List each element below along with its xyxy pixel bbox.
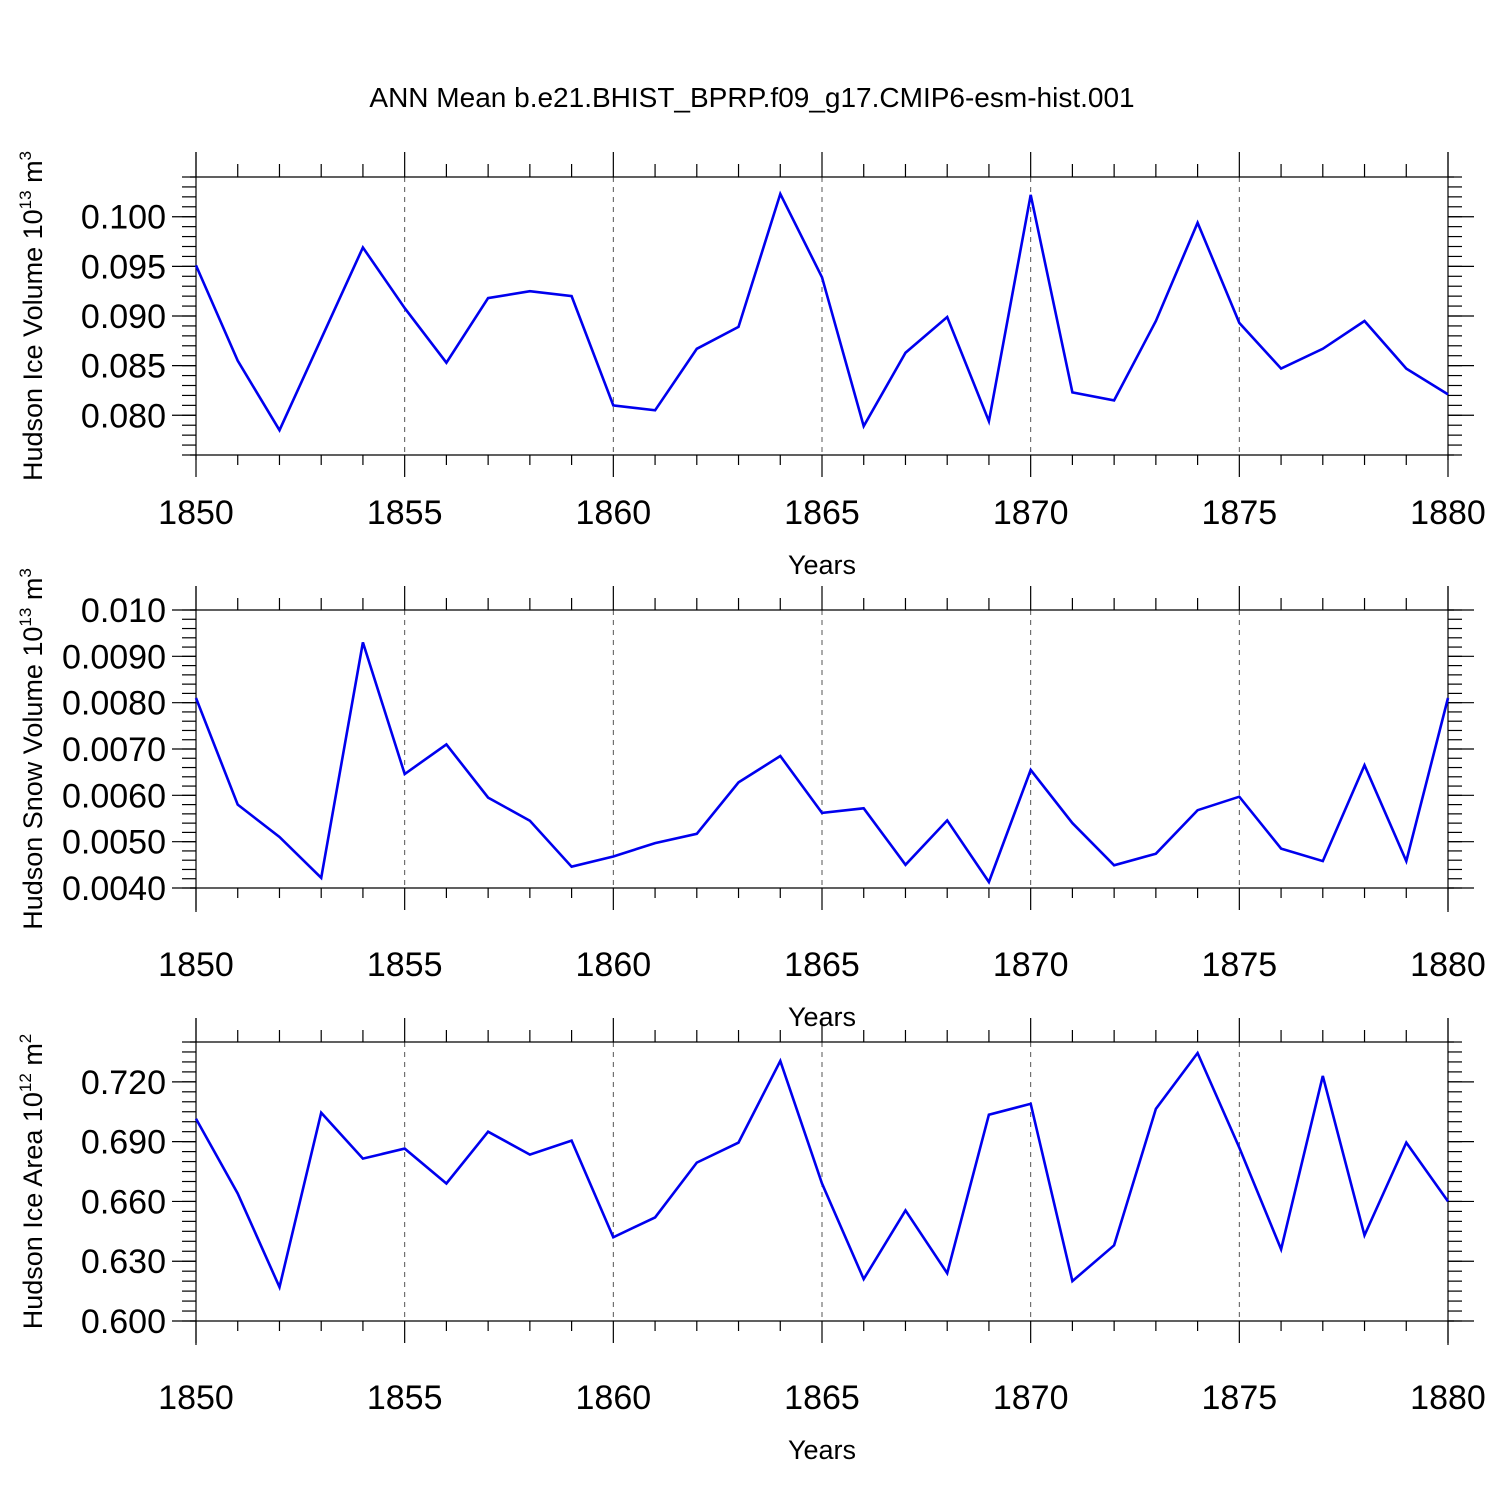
series-line-ice-area xyxy=(194,1050,1450,1292)
y-tick-label: 0.0090 xyxy=(62,638,166,676)
panel-ice-area: 1850 1855 1860 1865 1870 1875 1880 Years 0.600 0.… xyxy=(16,1018,1486,1465)
y-axis-label: Hudson Ice Volume 1013 m3 xyxy=(16,151,48,481)
x-tick-label: 1855 xyxy=(367,946,443,984)
y-tick-label: 0.660 xyxy=(81,1183,166,1221)
x-tick-label: 1875 xyxy=(1202,494,1278,532)
y-tick-label: 0.080 xyxy=(81,397,166,435)
x-tick-label: 1855 xyxy=(367,494,443,532)
x-tick-label: 1880 xyxy=(1410,1379,1486,1417)
y-axis-label: Hudson Snow Volume 1013 m3 xyxy=(16,568,48,930)
x-tick-label: 1860 xyxy=(576,946,652,984)
series-line-ice-volume xyxy=(194,190,1449,433)
panels: 1850 1855 1860 1865 1870 1875 1880 Years 0.080 0.… xyxy=(16,151,1486,1465)
y-tick-label: 0.0070 xyxy=(62,731,166,769)
figure-title: ANN Mean b.e21.BHIST_BPRP.f09_g17.CMIP6-… xyxy=(369,82,1134,113)
y-tick-label: 0.090 xyxy=(81,298,166,336)
y-tick-label: 0.085 xyxy=(81,348,166,386)
y-tick-label: 0.095 xyxy=(81,248,166,286)
x-tick-label: 1850 xyxy=(158,946,234,984)
x-tick-label: 1850 xyxy=(158,494,234,532)
y-tick-label: 0.720 xyxy=(81,1064,166,1102)
y-axis-label: Hudson Ice Area 1012 m2 xyxy=(16,1034,48,1330)
x-tick-label: 1880 xyxy=(1410,494,1486,532)
x-axis-label: Years xyxy=(788,1435,856,1465)
x-axis-label: Years xyxy=(788,550,856,580)
x-tick-label: 1865 xyxy=(784,946,860,984)
y-tick-label: 0.0050 xyxy=(62,824,166,862)
x-tick-label: 1865 xyxy=(784,494,860,532)
y-tick-label: 0.100 xyxy=(81,199,166,237)
y-tick-label: 0.0080 xyxy=(62,685,166,723)
x-tick-label: 1875 xyxy=(1202,946,1278,984)
x-tick-label: 1870 xyxy=(993,494,1069,532)
x-tick-label: 1860 xyxy=(576,1379,652,1417)
x-tick-label: 1870 xyxy=(993,1379,1069,1417)
y-tick-label: 0.0040 xyxy=(62,870,166,908)
y-tick-label: 0.0060 xyxy=(62,777,166,815)
y-tick-label: 0.600 xyxy=(81,1303,166,1341)
x-tick-label: 1880 xyxy=(1410,946,1486,984)
x-tick-label: 1865 xyxy=(784,1379,860,1417)
y-tick-label: 0.010 xyxy=(81,592,166,630)
series-line-snow-volume xyxy=(194,642,1450,885)
x-tick-label: 1860 xyxy=(576,494,652,532)
y-tick-label: 0.630 xyxy=(81,1243,166,1281)
x-tick-label: 1855 xyxy=(367,1379,443,1417)
x-tick-label: 1850 xyxy=(158,1379,234,1417)
panel-snow-volume: 1850 1855 1860 1865 1870 1875 1880Years0.00400… xyxy=(16,568,1486,1032)
x-tick-label: 1875 xyxy=(1202,1379,1278,1417)
panel-ice-volume: 1850 1855 1860 1865 1870 1875 1880 Years 0.080 0.… xyxy=(16,151,1486,580)
y-tick-label: 0.690 xyxy=(81,1124,166,1162)
x-tick-label: 1870 xyxy=(993,946,1069,984)
